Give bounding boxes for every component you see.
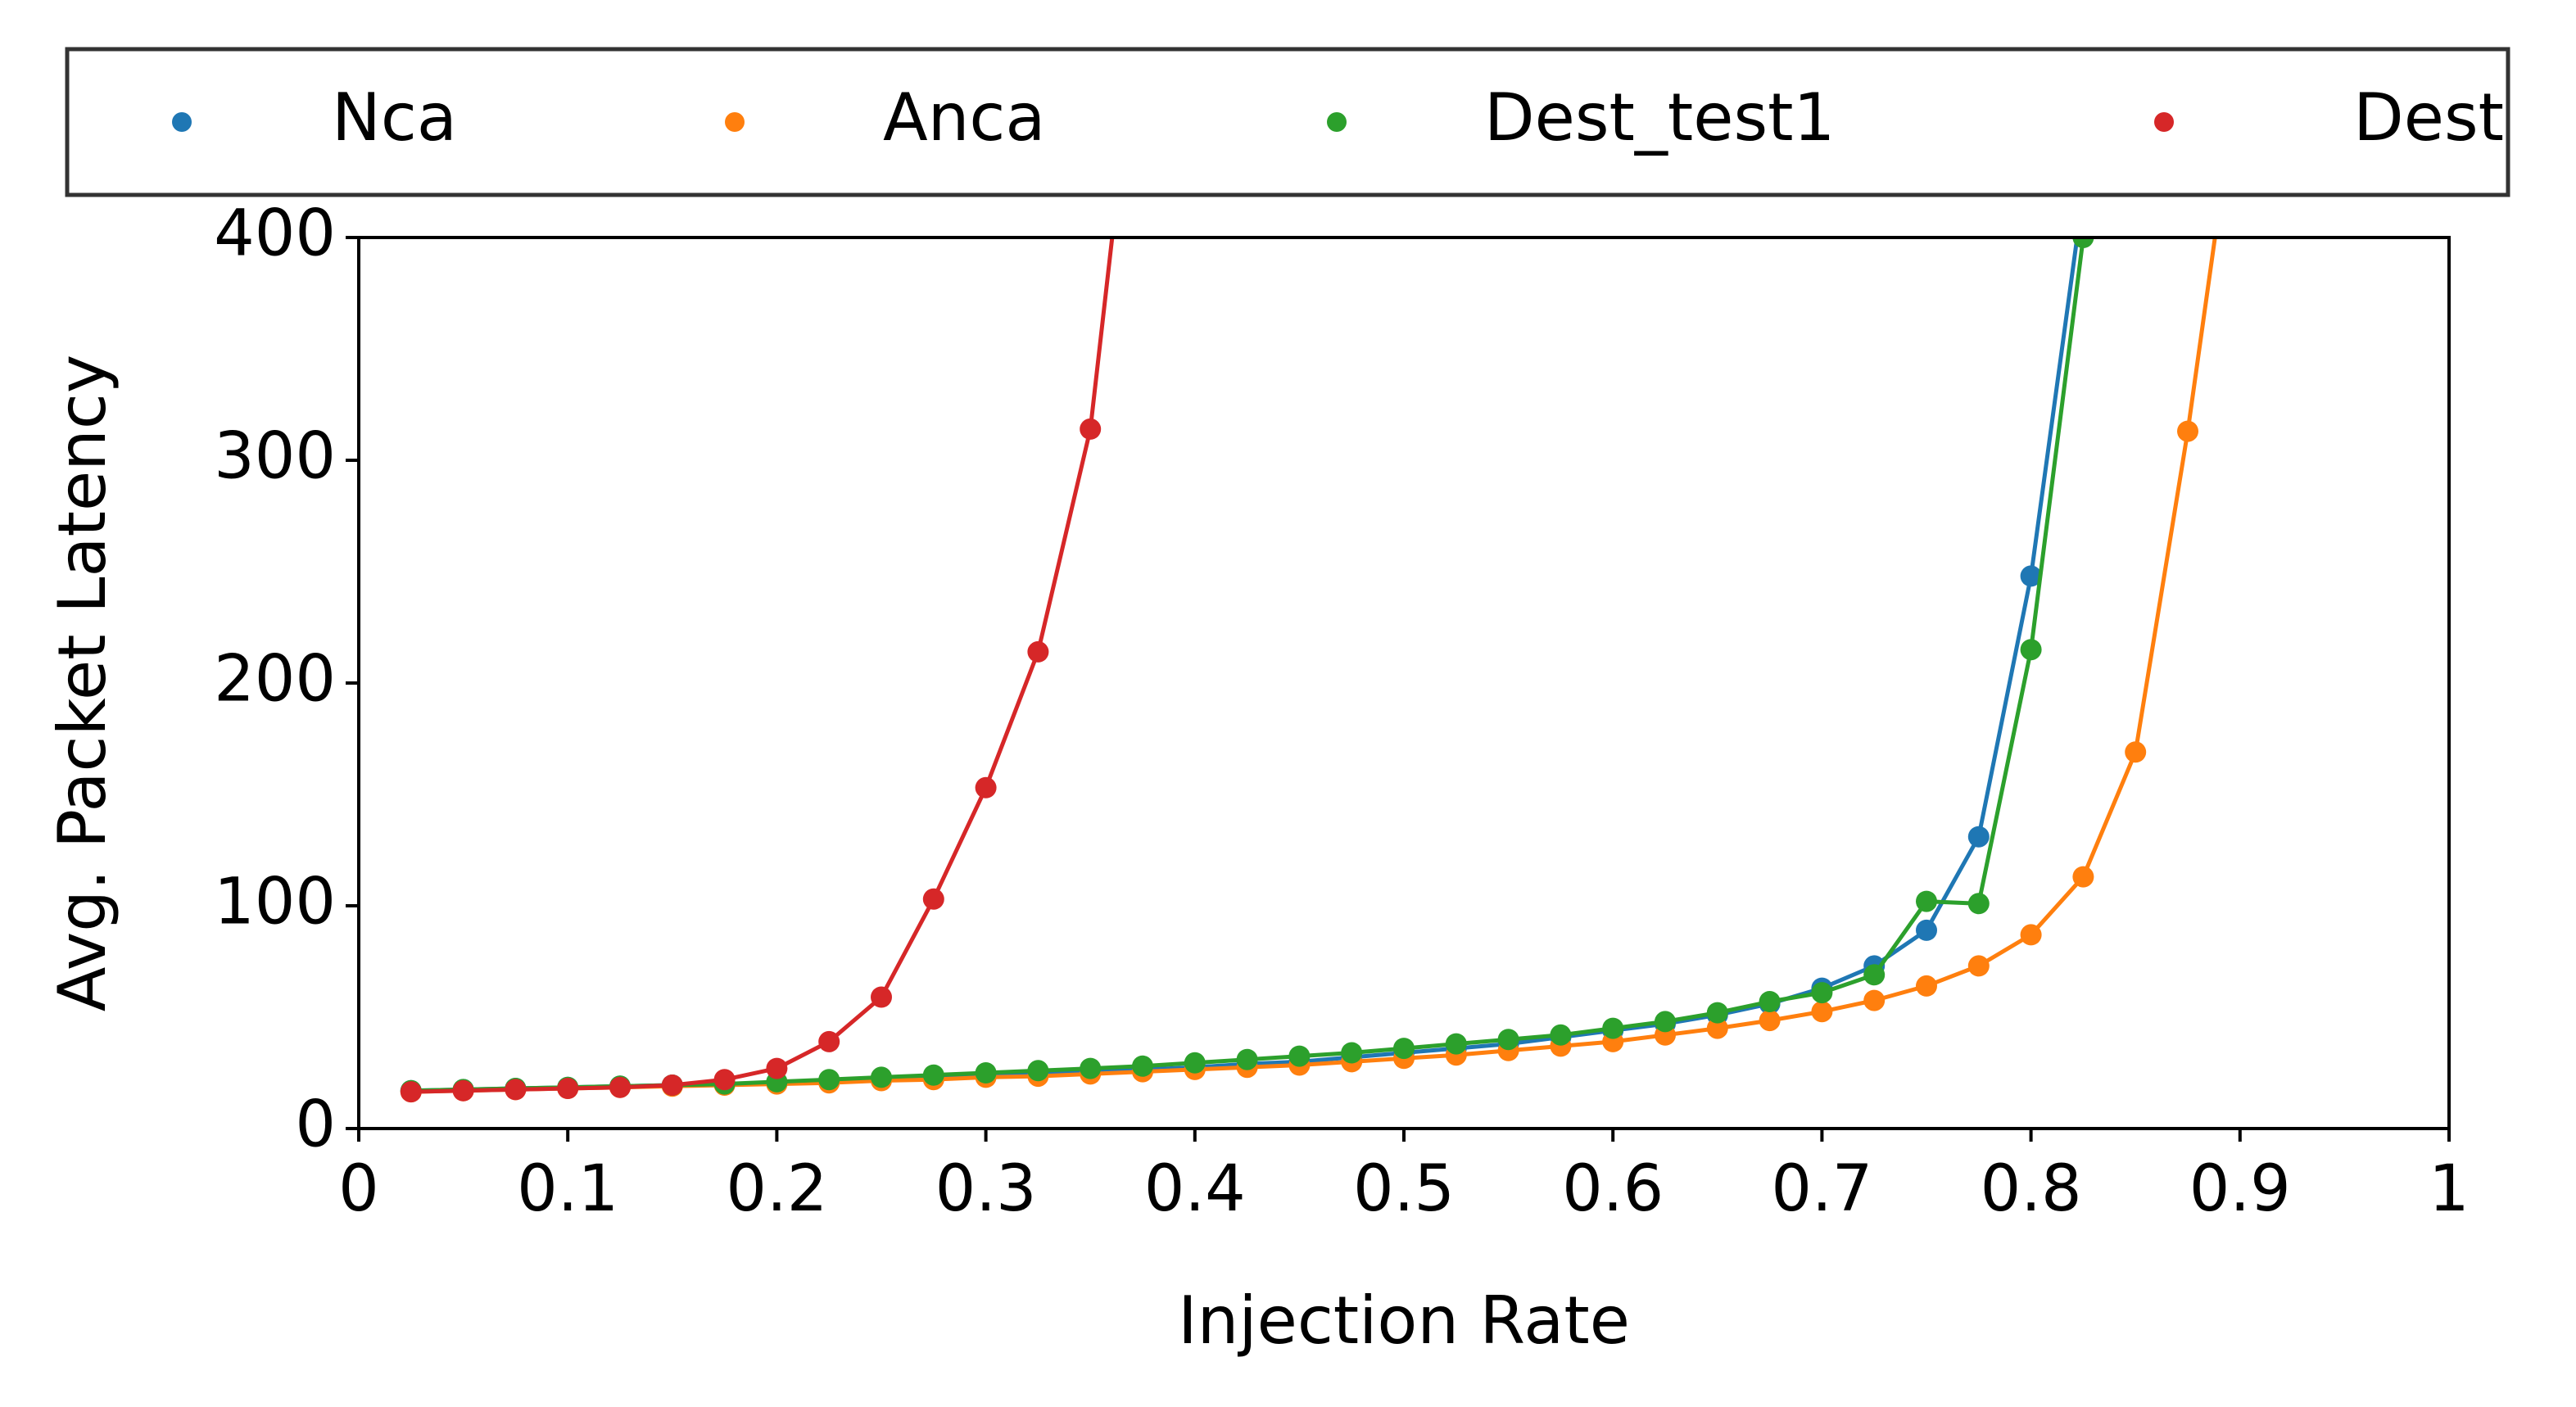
data-point-nca xyxy=(2020,565,2042,587)
y-tick-label: 0 xyxy=(295,1088,336,1161)
data-point-anca xyxy=(1967,955,1990,977)
legend-frame xyxy=(65,47,2510,197)
data-point-dest-test1 xyxy=(1132,1055,1153,1077)
series-dest xyxy=(400,238,1115,1103)
data-point-dest xyxy=(871,986,892,1008)
data-point-dest-test1 xyxy=(2072,238,2094,248)
data-point-dest-test1 xyxy=(1393,1038,1415,1060)
legend-label-anca: Anca xyxy=(883,79,1045,156)
y-axis-label: Avg. Packet Latency xyxy=(44,355,120,1011)
data-point-dest-test1 xyxy=(1184,1052,1206,1074)
x-tick-label: 0 xyxy=(338,1152,379,1226)
x-tick-label: 0.2 xyxy=(726,1152,827,1226)
data-point-nca xyxy=(1916,919,1937,941)
data-point-dest xyxy=(766,1057,788,1079)
x-tick-label: 0.3 xyxy=(935,1152,1037,1226)
data-point-dest-test1 xyxy=(1288,1045,1311,1067)
data-point-anca xyxy=(2020,924,2042,946)
y-axis: 0 100 200 300 400 xyxy=(214,197,359,1161)
x-tick-label: 1 xyxy=(2429,1152,2470,1226)
data-point-dest-test1 xyxy=(1967,893,1990,915)
data-point-anca xyxy=(2177,420,2198,442)
data-point-dest-test1 xyxy=(818,1069,840,1091)
data-point-anca xyxy=(2125,741,2147,763)
x-axis: 0 0.1 0.2 0.3 0.4 0.5 0.6 0.7 0.8 0.9 1 xyxy=(338,1129,2470,1226)
series-line-nca xyxy=(410,238,2080,1093)
legend-marker-dest-test1 xyxy=(1327,112,1347,132)
y-tick-label: 400 xyxy=(214,197,336,270)
data-point-dest xyxy=(609,1076,631,1098)
data-point-anca xyxy=(2072,866,2094,888)
legend-marker-nca xyxy=(172,112,192,132)
data-point-dest xyxy=(557,1078,579,1099)
x-tick-label: 0.9 xyxy=(2189,1152,2291,1226)
data-point-dest xyxy=(975,776,997,799)
data-point-dest-test1 xyxy=(975,1062,997,1084)
data-point-dest xyxy=(505,1079,527,1101)
data-point-dest xyxy=(713,1069,736,1091)
data-point-dest-test1 xyxy=(1497,1029,1519,1051)
x-tick-label: 0.7 xyxy=(1771,1152,1872,1226)
data-point-dest-test1 xyxy=(1236,1048,1258,1070)
data-point-dest xyxy=(1027,640,1049,663)
data-point-dest-test1 xyxy=(1759,991,1781,1012)
data-point-dest xyxy=(922,888,944,910)
legend-label-nca: Nca xyxy=(332,79,457,156)
series-nca xyxy=(400,238,2080,1102)
x-tick-label: 0.8 xyxy=(1981,1152,2082,1226)
series-layer xyxy=(400,238,2217,1103)
data-point-nca xyxy=(1967,826,1990,848)
x-axis-label: Injection Rate xyxy=(1178,1283,1630,1359)
data-point-dest-test1 xyxy=(1080,1057,1102,1079)
data-point-dest xyxy=(818,1030,840,1052)
legend-item-anca: Anca xyxy=(725,79,1045,156)
x-tick-label: 0.1 xyxy=(517,1152,618,1226)
data-point-dest-test1 xyxy=(922,1064,944,1086)
data-point-dest-test1 xyxy=(1602,1017,1624,1039)
legend-marker-dest xyxy=(2154,112,2174,132)
data-point-anca xyxy=(1706,1017,1728,1039)
y-tick-label: 200 xyxy=(214,642,336,716)
data-point-dest xyxy=(1080,418,1102,440)
data-point-dest-test1 xyxy=(1341,1042,1363,1064)
data-point-anca xyxy=(1811,1001,1833,1023)
legend-label-dest-test1: Dest_test1 xyxy=(1484,79,1835,156)
legend-label-dest: Dest xyxy=(2353,79,2504,156)
legend-item-dest: Dest xyxy=(2154,79,2504,156)
data-point-dest-test1 xyxy=(1916,890,1937,912)
data-point-dest-test1 xyxy=(2020,639,2042,661)
plot-frame xyxy=(357,236,2451,1130)
data-point-dest-test1 xyxy=(1706,1002,1728,1024)
y-tick-label: 100 xyxy=(214,865,336,939)
legend-item-nca: Nca xyxy=(172,79,457,156)
data-point-dest-test1 xyxy=(1550,1024,1572,1046)
series-line-anca xyxy=(410,238,2217,1094)
data-point-dest-test1 xyxy=(1863,964,1886,986)
series-dest-test1 xyxy=(400,238,2094,1102)
legend: Nca Anca Dest_test1 Dest xyxy=(65,47,2510,197)
data-point-dest-test1 xyxy=(1811,982,1833,1004)
data-point-dest-test1 xyxy=(1027,1060,1049,1082)
x-tick-label: 0.5 xyxy=(1353,1152,1455,1226)
data-point-dest-test1 xyxy=(871,1066,892,1088)
data-point-dest xyxy=(452,1079,474,1102)
x-tick-label: 0.4 xyxy=(1144,1152,1246,1226)
data-point-anca xyxy=(1916,975,1937,997)
series-line-dest-test1 xyxy=(410,238,2085,1093)
data-point-dest xyxy=(661,1074,683,1096)
legend-marker-anca xyxy=(725,112,745,132)
x-tick-label: 0.6 xyxy=(1562,1152,1664,1226)
legend-item-dest-test1: Dest_test1 xyxy=(1327,79,1835,156)
data-point-dest-test1 xyxy=(1445,1033,1467,1055)
data-point-dest xyxy=(400,1081,422,1103)
plot-area xyxy=(357,236,2451,1130)
series-anca xyxy=(400,238,2217,1103)
data-point-anca xyxy=(1863,989,1886,1011)
y-tick-label: 300 xyxy=(214,419,336,493)
data-point-anca xyxy=(1759,1010,1781,1032)
data-point-dest-test1 xyxy=(1655,1011,1676,1033)
